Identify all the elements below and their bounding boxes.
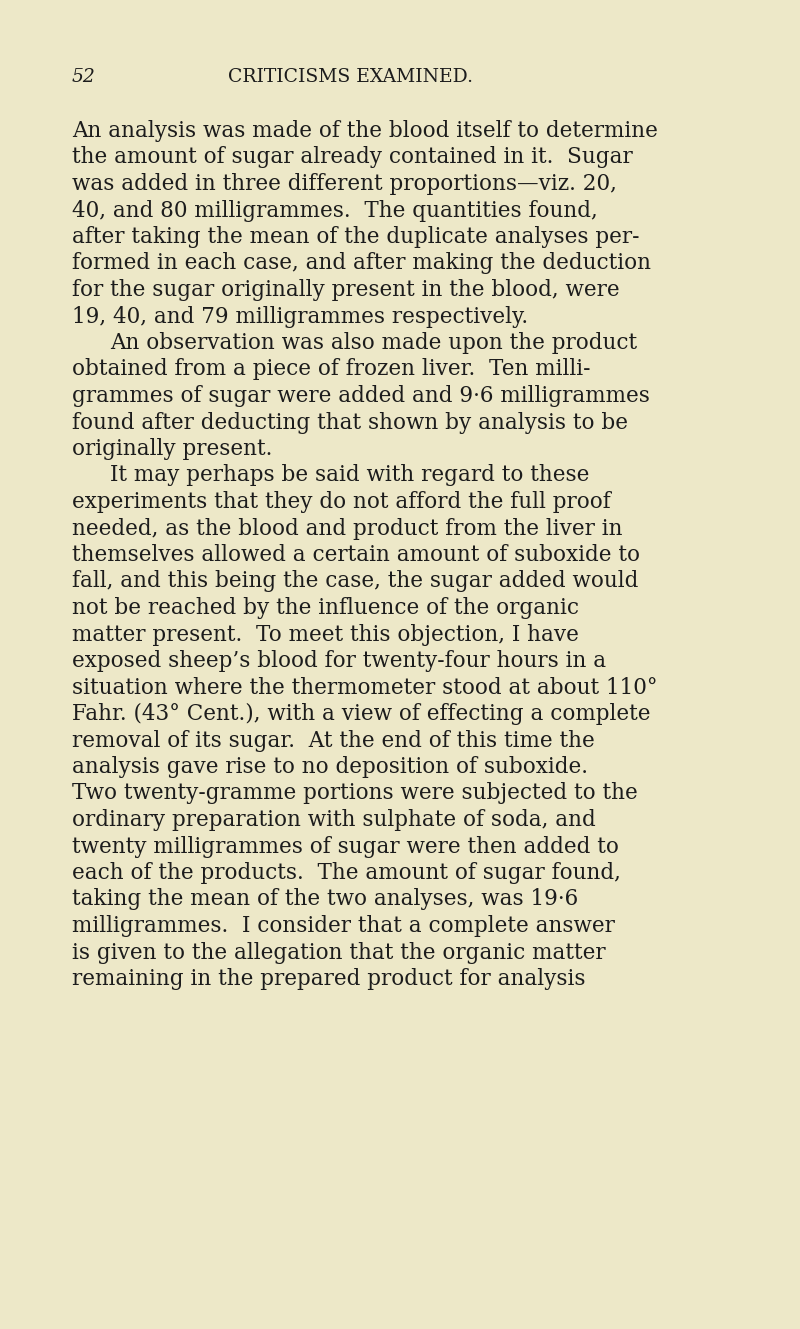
Text: Fahr. (43° Cent.), with a view of effecting a complete: Fahr. (43° Cent.), with a view of effect…	[72, 703, 650, 726]
Text: removal of its sugar.  At the end of this time the: removal of its sugar. At the end of this…	[72, 730, 594, 751]
Text: obtained from a piece of frozen liver.  Ten milli-: obtained from a piece of frozen liver. T…	[72, 359, 590, 380]
Text: needed, as the blood and product from the liver in: needed, as the blood and product from th…	[72, 517, 622, 540]
Text: themselves allowed a certain amount of suboxide to: themselves allowed a certain amount of s…	[72, 544, 640, 566]
Text: not be reached by the influence of the organic: not be reached by the influence of the o…	[72, 597, 579, 619]
Text: after taking the mean of the duplicate analyses per-: after taking the mean of the duplicate a…	[72, 226, 639, 249]
Text: ordinary preparation with sulphate of soda, and: ordinary preparation with sulphate of so…	[72, 809, 596, 831]
Text: It may perhaps be said with regard to these: It may perhaps be said with regard to th…	[110, 465, 590, 486]
Text: analysis gave rise to no deposition of suboxide.: analysis gave rise to no deposition of s…	[72, 756, 588, 777]
Text: fall, and this being the case, the sugar added would: fall, and this being the case, the sugar…	[72, 570, 638, 593]
Text: is given to the allegation that the organic matter: is given to the allegation that the orga…	[72, 941, 606, 964]
Text: twenty milligrammes of sugar were then added to: twenty milligrammes of sugar were then a…	[72, 836, 619, 857]
Text: Two twenty-gramme portions were subjected to the: Two twenty-gramme portions were subjecte…	[72, 783, 638, 804]
Text: 52: 52	[72, 68, 96, 86]
Text: matter present.  To meet this objection, I have: matter present. To meet this objection, …	[72, 623, 579, 646]
Text: found after deducting that shown by analysis to be: found after deducting that shown by anal…	[72, 412, 628, 433]
Text: formed in each case, and after making the deduction: formed in each case, and after making th…	[72, 253, 651, 275]
Text: experiments that they do not afford the full proof: experiments that they do not afford the …	[72, 490, 610, 513]
Text: taking the mean of the two analyses, was 19·6: taking the mean of the two analyses, was…	[72, 889, 578, 910]
Text: An analysis was made of the blood itself to determine: An analysis was made of the blood itself…	[72, 120, 658, 142]
Text: grammes of sugar were added and 9·6 milligrammes: grammes of sugar were added and 9·6 mill…	[72, 385, 650, 407]
Text: remaining in the prepared product for analysis: remaining in the prepared product for an…	[72, 968, 586, 990]
Text: exposed sheep’s blood for twenty-four hours in a: exposed sheep’s blood for twenty-four ho…	[72, 650, 606, 672]
Text: originally present.: originally present.	[72, 439, 272, 460]
Text: CRITICISMS EXAMINED.: CRITICISMS EXAMINED.	[227, 68, 473, 86]
Text: the amount of sugar already contained in it.  Sugar: the amount of sugar already contained in…	[72, 146, 633, 169]
Text: for the sugar originally present in the blood, were: for the sugar originally present in the …	[72, 279, 620, 300]
Text: An observation was also made upon the product: An observation was also made upon the pr…	[110, 332, 637, 354]
Text: milligrammes.  I consider that a complete answer: milligrammes. I consider that a complete…	[72, 914, 615, 937]
Text: situation where the thermometer stood at about 110°: situation where the thermometer stood at…	[72, 676, 658, 699]
Text: each of the products.  The amount of sugar found,: each of the products. The amount of suga…	[72, 863, 621, 884]
Text: 40, and 80 milligrammes.  The quantities found,: 40, and 80 milligrammes. The quantities …	[72, 199, 598, 222]
Text: was added in three different proportions—viz. 20,: was added in three different proportions…	[72, 173, 617, 195]
Text: 19, 40, and 79 milligrammes respectively.: 19, 40, and 79 milligrammes respectively…	[72, 306, 528, 327]
